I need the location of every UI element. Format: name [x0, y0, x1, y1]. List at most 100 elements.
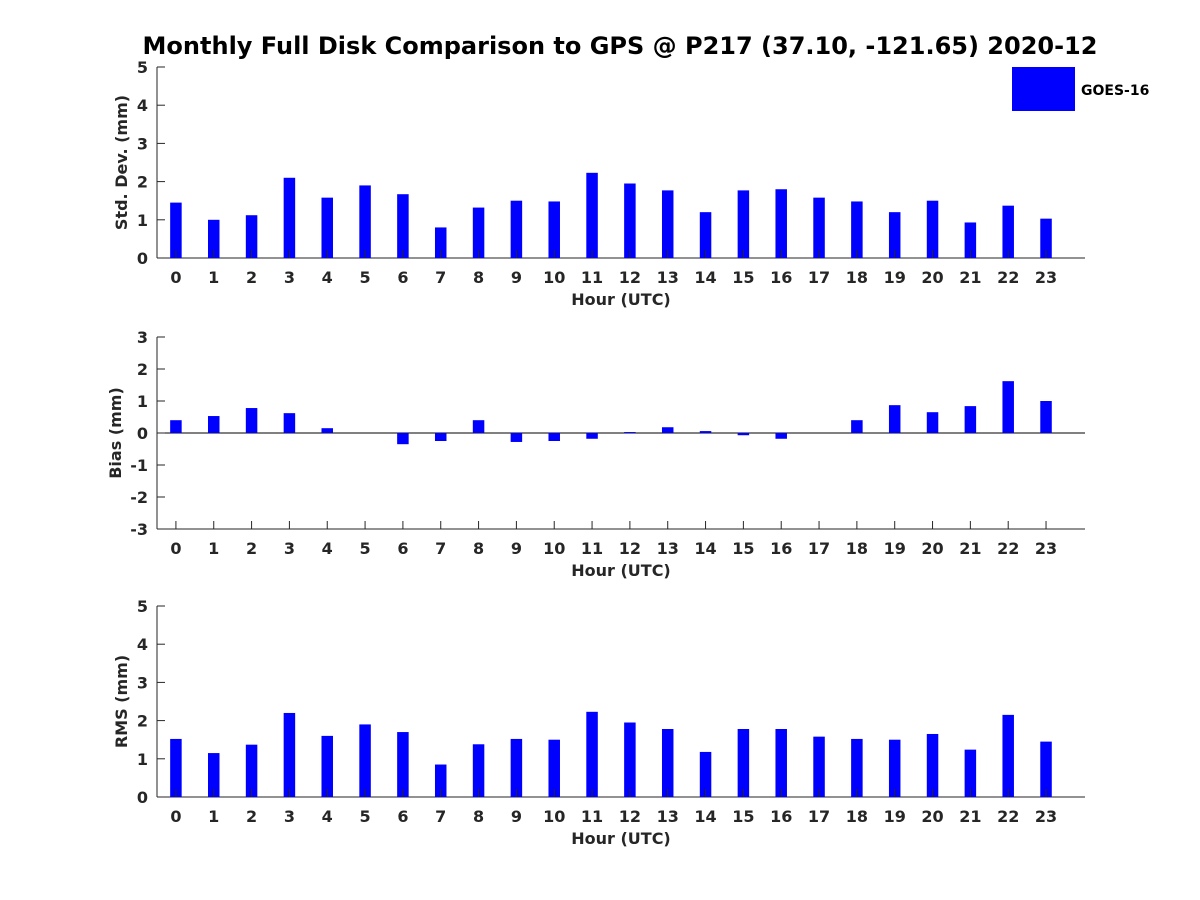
x-tick-label: 20: [921, 268, 943, 287]
bar-hour-20: [926, 733, 939, 797]
x-tick-label: 3: [284, 539, 295, 558]
bar-hour-3: [283, 177, 296, 258]
y-tick-label: 5: [137, 58, 148, 77]
bar-hour-10: [548, 201, 560, 258]
x-tick-label: 18: [846, 539, 868, 558]
x-tick-label: 2: [246, 807, 257, 826]
y-tick-label: 1: [137, 392, 148, 411]
x-tick-label: 5: [360, 268, 371, 287]
x-tick-label: 22: [997, 539, 1019, 558]
x-tick-label: 14: [694, 807, 716, 826]
bar-hour-23: [1040, 741, 1052, 797]
bar-hour-18: [851, 201, 863, 258]
bar-hour-14: [699, 751, 712, 797]
x-tick-label: 11: [581, 268, 603, 287]
x-tick-label: 19: [884, 268, 906, 287]
bar-hour-16: [775, 729, 787, 797]
bar-hour-6: [397, 433, 409, 445]
x-tick-label: 13: [657, 539, 679, 558]
bar-hour-6: [397, 732, 409, 797]
bar-hour-2: [245, 408, 258, 433]
y-tick-label: 4: [137, 96, 148, 115]
bar-hour-20: [926, 412, 939, 433]
x-tick-label: 6: [397, 539, 408, 558]
chart-title: Monthly Full Disk Comparison to GPS @ P2…: [143, 32, 1098, 60]
y-axis-label: Std. Dev. (mm): [112, 95, 131, 230]
x-tick-label: 4: [322, 268, 333, 287]
bar-hour-2: [245, 215, 258, 258]
x-tick-label: 16: [770, 268, 792, 287]
bar-hour-0: [170, 738, 182, 797]
y-tick-label: 3: [137, 328, 148, 347]
bar-hour-16: [775, 433, 787, 439]
bar-hour-19: [888, 212, 901, 258]
x-tick-label: 21: [959, 268, 981, 287]
bar-hour-8: [472, 744, 485, 797]
x-tick-label: 17: [808, 268, 830, 287]
x-tick-label: 18: [846, 268, 868, 287]
x-tick-label: 9: [511, 807, 522, 826]
x-tick-label: 17: [808, 807, 830, 826]
bar-hour-22: [1002, 714, 1014, 797]
x-tick-label: 1: [208, 539, 219, 558]
bar-hour-10: [548, 433, 560, 441]
bar-hour-1: [207, 416, 220, 433]
bar-hour-5: [359, 185, 371, 258]
y-tick-label: 5: [137, 597, 148, 616]
legend: GOES-16: [1012, 67, 1149, 111]
x-tick-label: 4: [322, 807, 333, 826]
x-tick-label: 20: [921, 539, 943, 558]
x-tick-label: 7: [435, 268, 446, 287]
x-tick-label: 16: [770, 807, 792, 826]
x-tick-label: 13: [657, 268, 679, 287]
x-tick-label: 15: [732, 268, 754, 287]
x-tick-label: 9: [511, 268, 522, 287]
bar-hour-7: [434, 227, 447, 258]
x-tick-label: 15: [732, 539, 754, 558]
y-tick-label: 1: [137, 750, 148, 769]
bar-hour-11: [586, 711, 598, 797]
x-tick-label: 15: [732, 807, 754, 826]
x-axis-label: Hour (UTC): [571, 561, 671, 580]
x-tick-label: 12: [619, 268, 641, 287]
x-tick-label: 5: [360, 539, 371, 558]
bar-hour-2: [245, 744, 258, 797]
bar-hour-18: [851, 738, 863, 797]
x-tick-label: 16: [770, 539, 792, 558]
y-tick-label: 3: [137, 673, 148, 692]
y-tick-label: -1: [130, 456, 148, 475]
bar-hour-1: [207, 219, 220, 258]
x-tick-label: 9: [511, 539, 522, 558]
x-tick-label: 6: [397, 268, 408, 287]
bar-hour-23: [1040, 401, 1052, 433]
y-tick-label: 0: [137, 788, 148, 807]
x-tick-label: 19: [884, 539, 906, 558]
bar-hour-15: [737, 729, 750, 797]
bar-hour-4: [321, 735, 333, 797]
bar-hour-9: [510, 200, 523, 258]
bar-hour-17: [813, 736, 825, 797]
y-tick-label: 1: [137, 211, 148, 230]
y-tick-label: 2: [137, 712, 148, 731]
x-tick-label: 19: [884, 807, 906, 826]
x-tick-label: 2: [246, 539, 257, 558]
bar-hour-18: [851, 420, 863, 433]
x-tick-label: 11: [581, 539, 603, 558]
bar-hour-1: [207, 753, 220, 797]
x-tick-label: 1: [208, 268, 219, 287]
bar-hour-14: [699, 431, 712, 433]
y-tick-label: 0: [137, 424, 148, 443]
bar-hour-11: [586, 172, 598, 258]
x-tick-label: 20: [921, 807, 943, 826]
x-tick-label: 22: [997, 807, 1019, 826]
x-axis-label: Hour (UTC): [571, 290, 671, 309]
x-tick-label: 7: [435, 539, 446, 558]
bar-hour-8: [472, 420, 485, 433]
legend-label: GOES-16: [1081, 83, 1149, 99]
x-tick-label: 10: [543, 807, 565, 826]
x-tick-label: 8: [473, 807, 484, 826]
bar-hour-0: [170, 420, 182, 433]
bar-hour-7: [434, 764, 447, 797]
x-tick-label: 23: [1035, 268, 1057, 287]
